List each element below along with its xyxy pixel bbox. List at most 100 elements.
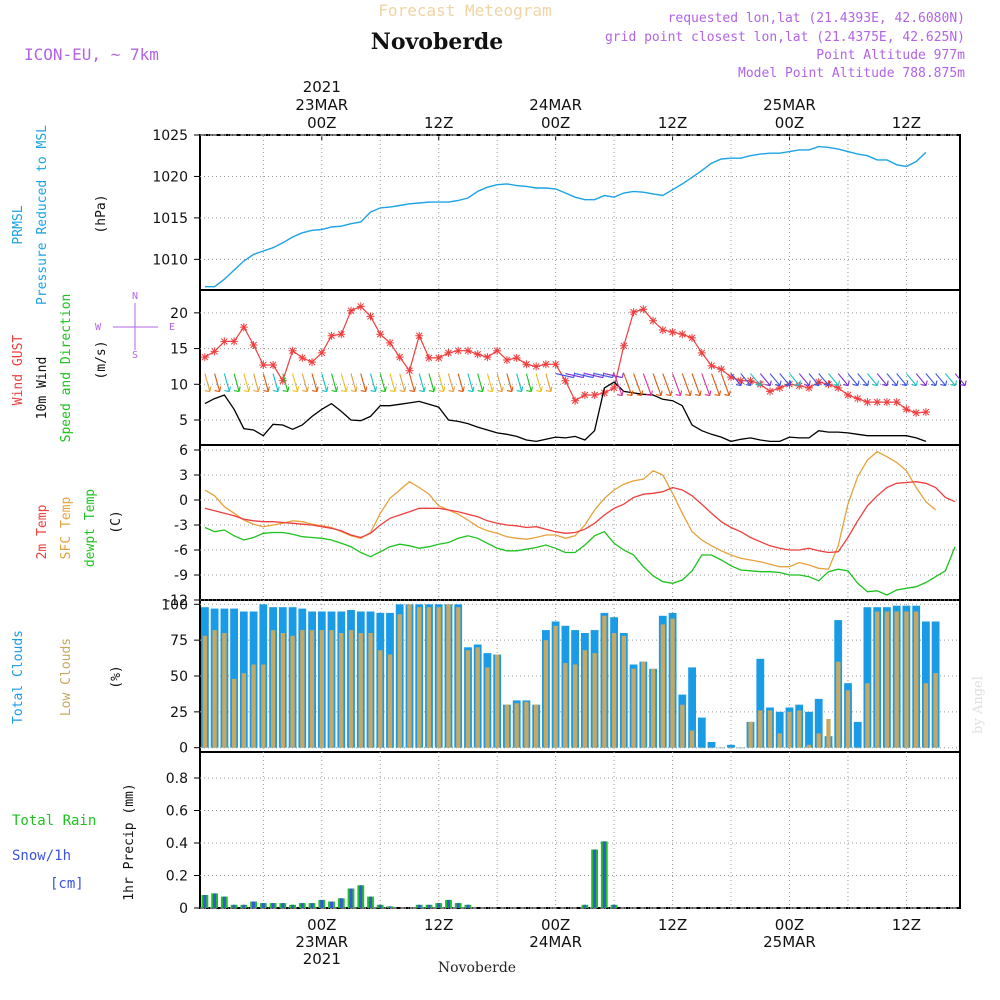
y-tick-label: 0 — [179, 493, 188, 509]
snow-bar — [271, 903, 275, 908]
wind-direction-arrow — [321, 373, 329, 393]
y-tick-labels: 10101015102010255101520-12-9-6-303602550… — [152, 128, 188, 917]
temp-dew-label: dewpt Temp — [83, 489, 98, 567]
gust-marker — [804, 383, 813, 392]
wind-direction-arrow — [253, 373, 261, 393]
temp-sfc-label: SFC Temp — [59, 497, 74, 560]
y-tick-label: 25 — [170, 705, 188, 721]
wind-direction-arrow — [935, 373, 948, 387]
snow-bar — [388, 906, 392, 908]
wind-direction-arrow — [379, 373, 387, 393]
low-cloud-bar — [290, 635, 295, 748]
wind-10m-label: 10m Wind — [35, 357, 50, 420]
footer-location: Novoberde — [438, 960, 516, 976]
temp-2m-line — [204, 481, 956, 554]
clouds-unit: (%) — [109, 665, 124, 688]
gust-marker — [308, 358, 317, 367]
low-cloud-bar — [884, 611, 890, 748]
y-tick-label: 1025 — [152, 128, 188, 144]
snow-bar — [349, 888, 353, 908]
wind-direction-arrow — [789, 373, 802, 387]
gust-marker — [639, 305, 648, 314]
outer-frame — [199, 134, 961, 909]
y-tick-label: 15 — [170, 342, 188, 358]
rain-label: Total Rain — [12, 813, 96, 829]
y-tick-label: 5 — [179, 413, 188, 429]
snow-bar — [232, 904, 236, 909]
low-cloud-bar — [826, 719, 831, 748]
gust-marker — [493, 346, 502, 355]
wind-direction-arrow — [214, 373, 222, 393]
low-cloud-bar — [865, 683, 870, 748]
low-cloud-bar — [543, 640, 549, 748]
wind-direction-arrow — [467, 373, 475, 393]
low-cloud-bar — [475, 647, 480, 748]
y-tick-label: 3 — [179, 468, 188, 484]
wind-direction-arrow — [925, 373, 938, 387]
gust-marker — [717, 365, 726, 374]
low-cloud-bar — [368, 633, 373, 748]
low-cloud-bar — [202, 635, 207, 748]
snow-bar — [583, 904, 587, 909]
wind-direction-arrow — [282, 373, 290, 393]
low-cloud-bar — [251, 664, 256, 748]
temp-2m-label: 2m Temp — [35, 504, 50, 559]
wind-direction-arrow — [350, 373, 358, 393]
gust-marker — [298, 353, 307, 362]
low-cloud-bar — [397, 614, 402, 748]
top-time-label: 23MAR — [295, 96, 348, 114]
wind-direction-arrow — [750, 373, 763, 387]
low-cloud-bar — [358, 633, 363, 748]
temperature-panel — [204, 450, 956, 596]
low-cloud-bar — [875, 611, 880, 748]
wind-direction-arrow — [711, 373, 722, 397]
snow-bar — [320, 899, 324, 908]
wind-direction-arrow — [857, 373, 870, 387]
low-cloud-bar — [300, 630, 305, 748]
snow-bar — [339, 898, 343, 909]
wind-direction-arrow — [360, 373, 368, 393]
low-cloud-bar — [309, 630, 315, 748]
wind-direction-arrow — [389, 373, 397, 393]
wind-direction-arrow — [701, 373, 712, 397]
low-cloud-bar — [319, 630, 324, 748]
gust-marker — [356, 302, 365, 311]
low-cloud-bar — [387, 654, 393, 748]
wind-direction-arrow — [896, 373, 909, 387]
cloud-panel — [201, 604, 940, 749]
gust-marker — [230, 337, 239, 346]
gust-marker — [912, 408, 921, 417]
gust-marker — [483, 353, 492, 362]
low-cloud-bar — [748, 721, 753, 748]
gust-marker — [502, 356, 511, 364]
wind-panel — [201, 302, 967, 443]
low-cloud-bar — [777, 733, 782, 748]
gust-marker — [337, 330, 346, 339]
y-tick-label: 0 — [179, 901, 188, 917]
wind-direction-arrow — [759, 373, 772, 387]
low-cloud-bar — [689, 730, 695, 748]
bottom-time-label: 24MAR — [529, 933, 582, 951]
low-cloud-bar — [699, 747, 704, 749]
bottom-time-label: 12Z — [658, 916, 687, 934]
low-cloud-bar — [261, 664, 266, 748]
wind-direction-arrow — [730, 373, 743, 387]
gust-line — [204, 305, 926, 414]
gust-marker — [395, 353, 404, 362]
gust-marker — [434, 353, 443, 362]
gust-marker — [541, 360, 550, 369]
low-cloud-bar — [348, 630, 354, 748]
top-time-label: 12Z — [658, 114, 687, 132]
gust-marker — [590, 391, 599, 399]
wind-direction-arrow — [272, 373, 280, 393]
wind-direction-arrow — [613, 373, 624, 397]
wind-dir-label: Speed and Direction — [59, 294, 74, 443]
wind-direction-arrow — [292, 373, 300, 393]
gust-marker — [843, 391, 852, 399]
gust-marker — [376, 330, 385, 339]
bottom-time-label: 2021 — [303, 950, 341, 968]
y-tick-label: 0.8 — [166, 771, 188, 787]
low-cloud-bar — [728, 747, 734, 749]
wind-direction-arrow — [486, 373, 494, 393]
